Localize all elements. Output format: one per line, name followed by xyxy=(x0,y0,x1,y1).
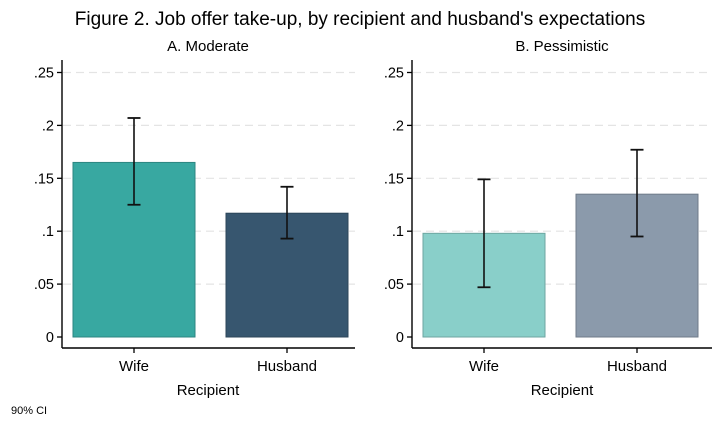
y-tick-label: 0 xyxy=(46,330,54,346)
x-tick-label: Husband xyxy=(607,358,667,375)
y-tick-label: .15 xyxy=(384,171,404,187)
y-tick-label: .2 xyxy=(42,118,54,134)
figure-title: Figure 2. Job offer take-up, by recipien… xyxy=(74,9,646,30)
x-tick-label: Husband xyxy=(257,358,317,375)
x-tick-label: Wife xyxy=(469,358,499,375)
y-tick-label: .05 xyxy=(384,277,404,293)
y-tick-label: .15 xyxy=(34,171,54,187)
y-tick-label: .05 xyxy=(34,277,54,293)
y-tick-label: .25 xyxy=(34,66,54,82)
panel-title: A. Moderate xyxy=(167,38,249,55)
y-tick-label: 0 xyxy=(396,330,404,346)
bar-moderate-wife xyxy=(72,161,196,338)
panel-title: B. Pessimistic xyxy=(515,38,609,55)
y-tick-label: .25 xyxy=(384,66,404,82)
y-tick-label: .2 xyxy=(392,118,404,134)
y-tick-label: .1 xyxy=(392,224,404,240)
x-tick-label: Wife xyxy=(119,358,149,375)
y-tick-label: .1 xyxy=(42,224,54,240)
ci-note: 90% CI xyxy=(11,405,48,417)
x-axis-title: Recipient xyxy=(177,382,240,399)
x-axis-title: Recipient xyxy=(531,382,594,399)
